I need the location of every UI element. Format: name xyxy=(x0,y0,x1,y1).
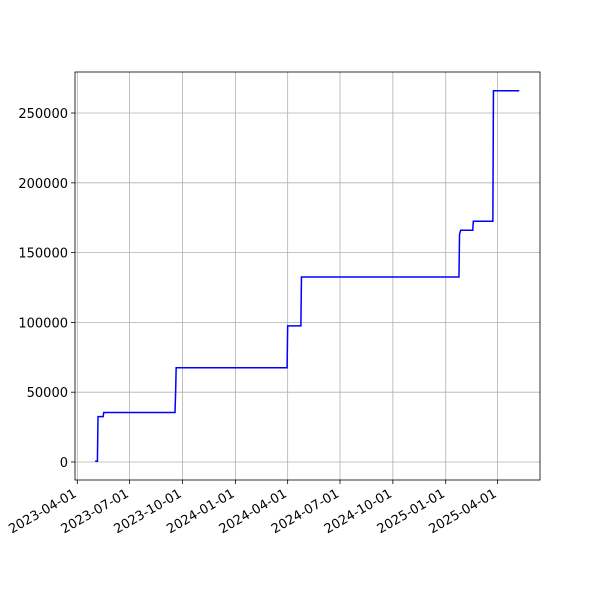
y-tick-label: 150000 xyxy=(18,247,68,262)
y-tick-label: 0 xyxy=(60,456,68,471)
y-tick-label: 200000 xyxy=(18,177,68,192)
plot-frame xyxy=(74,71,541,481)
line xyxy=(95,89,520,463)
y-tick-label: 250000 xyxy=(18,107,68,122)
y-tick-label: 100000 xyxy=(18,316,68,331)
y-tick-label: 50000 xyxy=(27,386,68,401)
